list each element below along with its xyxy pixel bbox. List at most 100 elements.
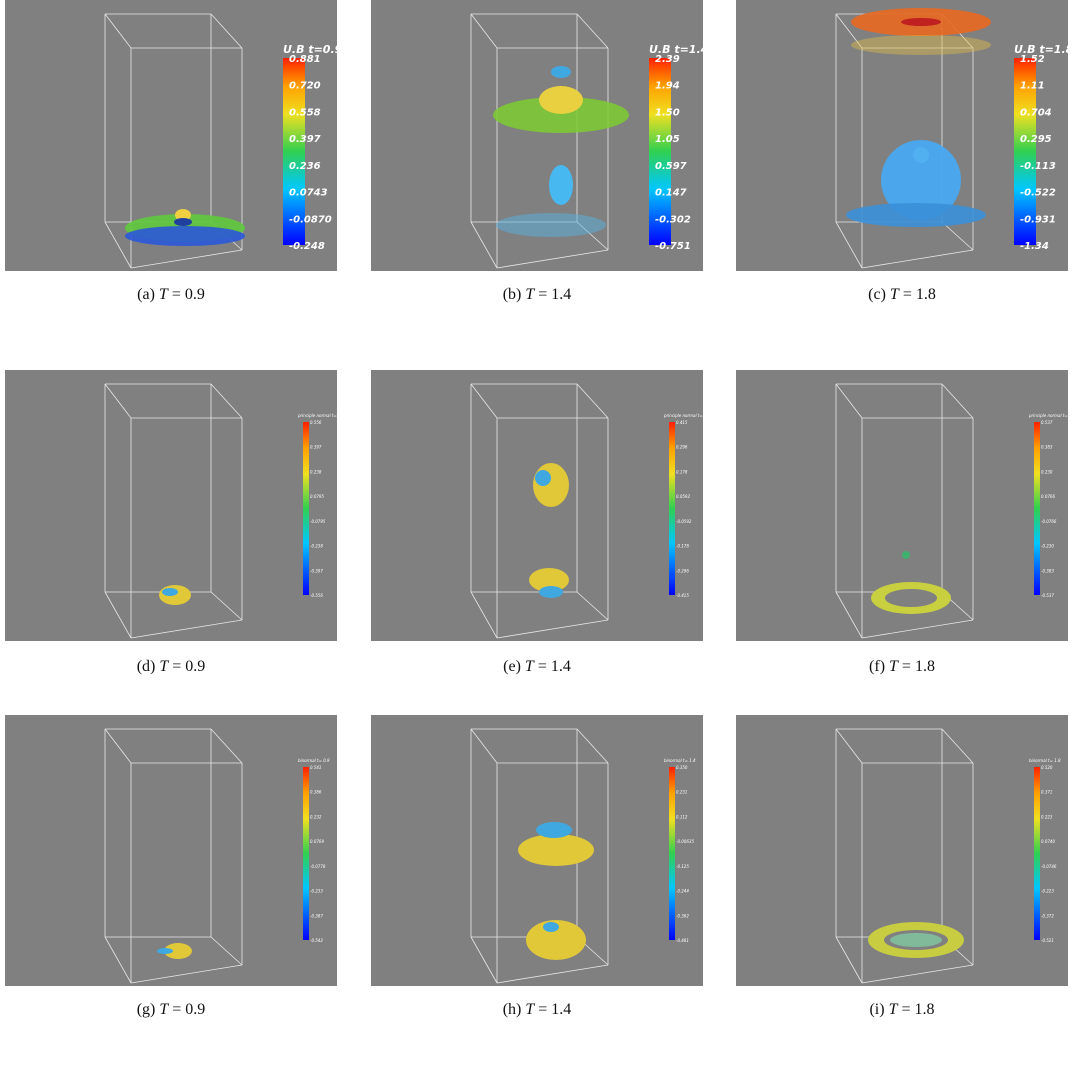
- box-edge: [835, 13, 863, 49]
- box-edge: [861, 619, 974, 639]
- colorbar-tick-label: -0.244: [676, 889, 689, 894]
- box-edge: [104, 383, 132, 419]
- box-edge: [496, 249, 609, 269]
- box-edge: [861, 964, 974, 984]
- colorbar-tick-label: 0.597: [655, 161, 687, 172]
- colorbar-tick-label: 0.397: [310, 445, 322, 450]
- box-edge: [130, 964, 243, 984]
- caption-variable: T: [159, 1001, 169, 1018]
- render: principle normal t= 0.9 0.556 0.397 0.238 0.…: [104, 383, 337, 639]
- colorbar-tick-label: -0.542: [310, 938, 323, 943]
- colorbar-tick-label: -0.0795: [310, 519, 326, 524]
- colorbar-tick-label: -0.00635: [676, 839, 694, 844]
- box-edge: [576, 591, 609, 621]
- box-edge: [130, 619, 243, 639]
- box-edge: [835, 383, 863, 419]
- caption-value: = 1.4: [537, 658, 571, 675]
- colorbar-tick-label: -0.415: [676, 593, 689, 598]
- colorbar-tick-label: 0.350: [676, 765, 688, 770]
- colorbar-tick-label: -0.387: [310, 913, 323, 918]
- caption-variable: T: [158, 286, 168, 303]
- render: binormal t= 1.4 0.350 0.231 0.112 -0.00635 -0…: [470, 728, 696, 984]
- colorbar-tick-label: -0.0778: [310, 864, 326, 869]
- surface: [551, 66, 571, 78]
- surface: [518, 834, 594, 866]
- colorbar-tick-label: -0.223: [1041, 889, 1054, 894]
- surface: [526, 920, 586, 960]
- caption-tag: (g): [136, 1001, 156, 1018]
- box-edge: [576, 728, 609, 764]
- colorbar-tick-label: -0.230: [1041, 544, 1054, 549]
- colorbar-tick-label: 0.295: [1020, 134, 1052, 145]
- colorbar-tick-label: 2.39: [655, 54, 680, 65]
- render: U.B t=0.90.881 0.720 0.558 0.397 0.236 0.0743…: [104, 13, 337, 269]
- colorbar-tick-label: -0.931: [1020, 214, 1056, 225]
- colorbar-tick-label: -0.125: [676, 864, 689, 869]
- colorbar-tick-label: -0.397: [310, 568, 323, 573]
- surface: [157, 948, 173, 954]
- surface: [881, 140, 961, 220]
- surface: [125, 226, 245, 246]
- colorbar-tick-label: 0.0743: [289, 188, 328, 199]
- colorbar-title: principle normal t= 1.8: [1028, 413, 1068, 418]
- panel-image: U.B t=1.8 1.52 1.11 0.704 0.295 -0.113 -0.522 -…: [736, 0, 1068, 271]
- colorbar: [1014, 58, 1036, 245]
- colorbar-tick-label: 1.11: [1020, 81, 1045, 92]
- caption: (a) T = 0.9: [5, 286, 337, 304]
- caption-variable: T: [525, 1001, 535, 1018]
- colorbar-tick-label: -0.178: [676, 544, 689, 549]
- caption-value: = 0.9: [171, 286, 205, 303]
- surface: [496, 213, 606, 237]
- box-edge: [210, 936, 243, 966]
- colorbar-tick-label: 0.147: [655, 188, 687, 199]
- render: binormal t= 1.8 0.520 0.371 0.223 0.0740 -0.0…: [835, 728, 1061, 984]
- colorbar-tick-label: -0.481: [676, 938, 689, 943]
- colorbar: [303, 422, 309, 595]
- surface: [543, 922, 559, 932]
- colorbar-title: principle normal t= 0.9: [297, 413, 337, 418]
- caption-variable: T: [159, 658, 169, 675]
- box-edge: [104, 221, 132, 269]
- caption-value: = 1.4: [538, 286, 572, 303]
- box-edge: [496, 964, 609, 984]
- colorbar-tick-label: 1.94: [655, 81, 680, 92]
- colorbar: [1034, 422, 1040, 595]
- box-edge: [576, 383, 609, 419]
- colorbar-tick-label: 0.0740: [1041, 839, 1055, 844]
- caption-tag: (a): [137, 286, 155, 303]
- colorbar-tick-label: -0.556: [310, 593, 323, 598]
- colorbar-tick-label: 0.0592: [676, 494, 690, 499]
- colorbar-tick-label: 0.397: [289, 134, 321, 145]
- colorbar-tick-label: -0.248: [289, 241, 325, 252]
- surface: [536, 822, 572, 838]
- colorbar-tick-label: 0.541: [310, 765, 321, 770]
- surface: [846, 203, 986, 227]
- box-edge: [130, 249, 243, 269]
- colorbar-tick-label: -0.522: [1020, 188, 1056, 199]
- surface: [174, 218, 192, 226]
- colorbar-tick-label: -0.521: [1041, 938, 1054, 943]
- surface: [493, 97, 629, 133]
- render: U.B t=1.81.52 1.11 0.704 0.295 -0.113 -0.522 -…: [835, 8, 1068, 269]
- caption-tag: (i): [869, 1001, 885, 1018]
- caption-tag: (e): [503, 658, 521, 675]
- colorbar-tick-label: -0.302: [655, 214, 691, 225]
- colorbar-tick-label: 0.238: [310, 469, 322, 474]
- colorbar-tick-label: 0.230: [1041, 469, 1053, 474]
- colorbar-tick-label: 0.0766: [1041, 494, 1055, 499]
- colorbar-tick-label: -0.383: [1041, 568, 1054, 573]
- colorbar-tick-label: 0.415: [676, 420, 688, 425]
- colorbar-tick-label: 0.720: [289, 81, 321, 92]
- colorbar-tick-label: -0.372: [1041, 913, 1054, 918]
- box-edge: [470, 591, 498, 639]
- colorbar: [283, 58, 305, 245]
- caption: (e) T = 1.4: [371, 658, 703, 676]
- colorbar-tick-label: 0.371: [1041, 790, 1052, 795]
- box-edge: [104, 591, 132, 639]
- caption-variable: T: [524, 658, 534, 675]
- caption-value: = 0.9: [172, 1001, 206, 1018]
- surface: [539, 86, 583, 114]
- surface: [162, 588, 178, 596]
- box-edge: [470, 936, 498, 984]
